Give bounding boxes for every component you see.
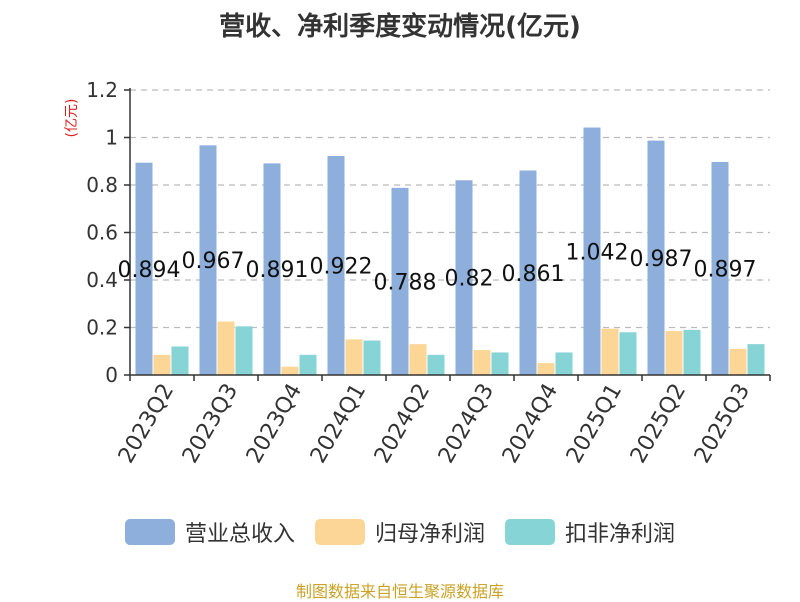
bar — [583, 127, 601, 376]
y-axis-label: (亿元) — [64, 99, 80, 138]
bar — [363, 340, 381, 375]
x-tick-label: 2023Q4 — [242, 380, 307, 468]
y-tick-label: 0 — [105, 363, 118, 387]
bar — [711, 161, 729, 375]
bar — [555, 352, 573, 375]
legend-item[interactable]: 营业总收入 — [124, 516, 295, 548]
legend-label: 营业总收入 — [184, 522, 295, 547]
x-tick-label: 2023Q2 — [114, 380, 179, 468]
bar — [455, 180, 473, 375]
data-label: 0.894 — [118, 258, 181, 283]
x-tick-label: 2025Q1 — [562, 380, 627, 468]
legend-swatch — [505, 519, 555, 545]
bar — [491, 352, 509, 375]
x-tick-label: 2024Q3 — [434, 380, 499, 468]
bar — [345, 339, 363, 375]
bar — [537, 363, 555, 375]
y-tick-label: 1.2 — [86, 78, 118, 102]
bar — [327, 156, 345, 375]
legend-swatch — [124, 519, 175, 545]
bar — [619, 332, 637, 375]
bar — [427, 354, 445, 375]
bar — [665, 331, 683, 375]
bar — [263, 163, 281, 375]
data-label: 0.891 — [246, 258, 309, 283]
data-label: 0.897 — [694, 257, 757, 282]
bar — [171, 346, 189, 375]
bars — [135, 127, 765, 376]
legend-label: 归母净利润 — [374, 522, 485, 547]
grid-lines — [130, 89, 770, 329]
bar — [281, 366, 299, 375]
bar — [409, 344, 427, 375]
bar — [153, 354, 171, 375]
x-tick-label: 2025Q2 — [626, 380, 691, 468]
y-tick-label: 0.8 — [86, 173, 118, 197]
bar — [519, 170, 537, 375]
legend-item[interactable]: 扣非净利润 — [505, 516, 675, 548]
x-tick-label: 2024Q4 — [498, 380, 563, 468]
x-tick-label: 2024Q2 — [370, 380, 435, 468]
y-tick-label: 0.6 — [86, 221, 118, 245]
y-tick-label: 0.4 — [86, 268, 118, 292]
legend-label: 扣非净利润 — [565, 522, 676, 547]
x-tick-label: 2025Q3 — [690, 380, 755, 468]
bar — [135, 162, 153, 375]
data-label: 0.788 — [374, 270, 437, 295]
bar — [299, 354, 317, 375]
y-tick-label: 1 — [105, 126, 118, 150]
data-label: 0.861 — [502, 262, 565, 287]
bar — [199, 145, 217, 375]
x-tick-label: 2023Q3 — [178, 380, 243, 468]
x-tick-label: 2024Q1 — [306, 380, 371, 468]
bar — [473, 350, 491, 375]
bar — [647, 140, 665, 375]
bar — [747, 344, 765, 375]
bar — [217, 321, 235, 375]
y-tick-label: 0.2 — [86, 316, 118, 340]
bar — [683, 329, 701, 375]
data-label: 0.987 — [630, 247, 693, 272]
source-note: 制图数据来自恒生聚源数据库 — [295, 582, 504, 601]
legend: 营业总收入 归母净利润 扣非净利润 — [0, 516, 800, 548]
bar — [235, 326, 253, 375]
bar — [729, 348, 747, 375]
bar — [391, 187, 409, 375]
data-label: 0.967 — [182, 249, 245, 274]
legend-item[interactable]: 归母净利润 — [314, 516, 485, 548]
bar — [601, 328, 619, 375]
data-label: 0.82 — [445, 267, 494, 292]
chart-title: 营收、净利季度变动情况(亿元) — [219, 12, 581, 42]
data-label: 1.042 — [566, 240, 629, 265]
data-label: 0.922 — [310, 255, 373, 280]
legend-swatch — [314, 519, 365, 545]
